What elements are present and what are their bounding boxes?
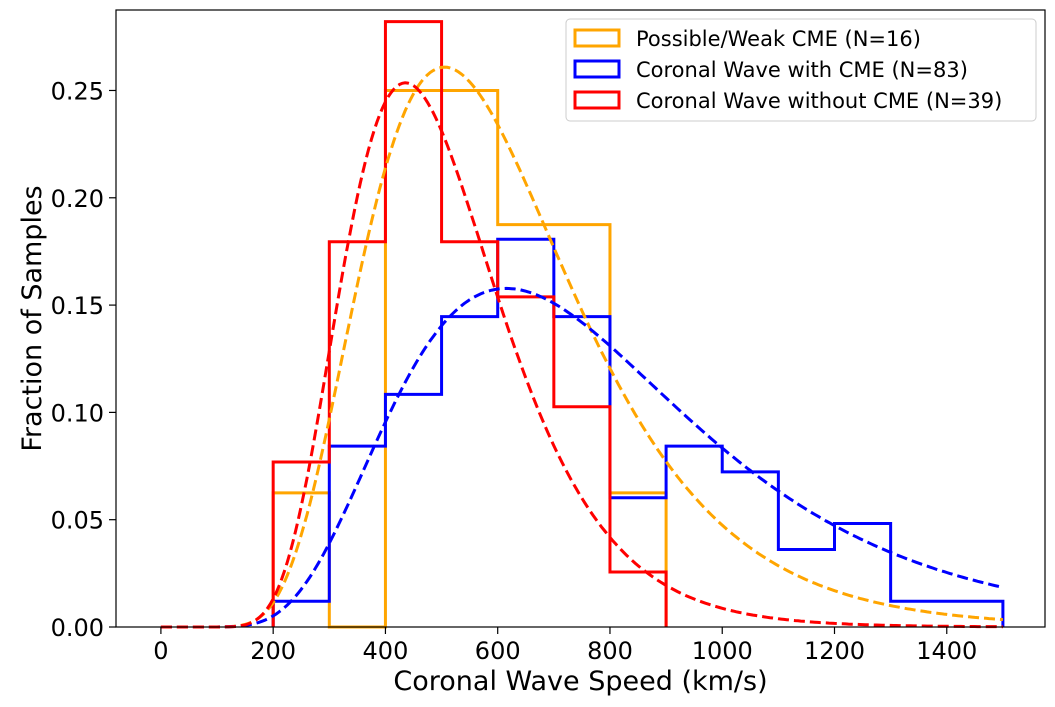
y-tick-label: 0.05 xyxy=(51,507,104,535)
x-tick-label: 800 xyxy=(587,637,633,665)
histogram-series-1 xyxy=(271,88,668,629)
x-tick-label: 1400 xyxy=(916,637,977,665)
y-tick-label: 0.00 xyxy=(51,614,104,642)
legend-label-series-2: Coronal Wave with CME (N=83) xyxy=(636,58,968,82)
y-tick-label: 0.10 xyxy=(51,399,104,427)
legend-swatch-series-1 xyxy=(573,28,621,48)
x-tick-label: 1000 xyxy=(692,637,753,665)
x-tick-label: 200 xyxy=(250,637,296,665)
histogram-series-2 xyxy=(271,237,1005,627)
y-tick-label: 0.15 xyxy=(51,292,104,320)
x-tick-label: 400 xyxy=(363,637,409,665)
legend-label-series-3: Coronal Wave without CME (N=39) xyxy=(636,89,1002,113)
legend-swatch-series-3 xyxy=(573,90,621,110)
x-tick-label: 0 xyxy=(153,637,168,665)
x-tick-label: 600 xyxy=(475,637,521,665)
x-axis-label: Coronal Wave Speed (km/s) xyxy=(393,666,767,697)
y-tick-label: 0.20 xyxy=(51,185,104,213)
fit-curve-series-1 xyxy=(160,65,1004,629)
fit-curve-series-2 xyxy=(160,286,1004,629)
x-tick-label: 1200 xyxy=(804,637,865,665)
y-tick-label: 0.25 xyxy=(51,77,104,105)
y-axis-label: Fraction of Samples xyxy=(17,185,48,451)
legend-label-series-1: Possible/Weak CME (N=16) xyxy=(636,27,921,51)
legend-swatch-series-2 xyxy=(573,59,621,79)
fit-curve-series-3 xyxy=(160,81,1003,629)
plot-frame xyxy=(115,9,1046,628)
legend-box xyxy=(565,18,1037,122)
